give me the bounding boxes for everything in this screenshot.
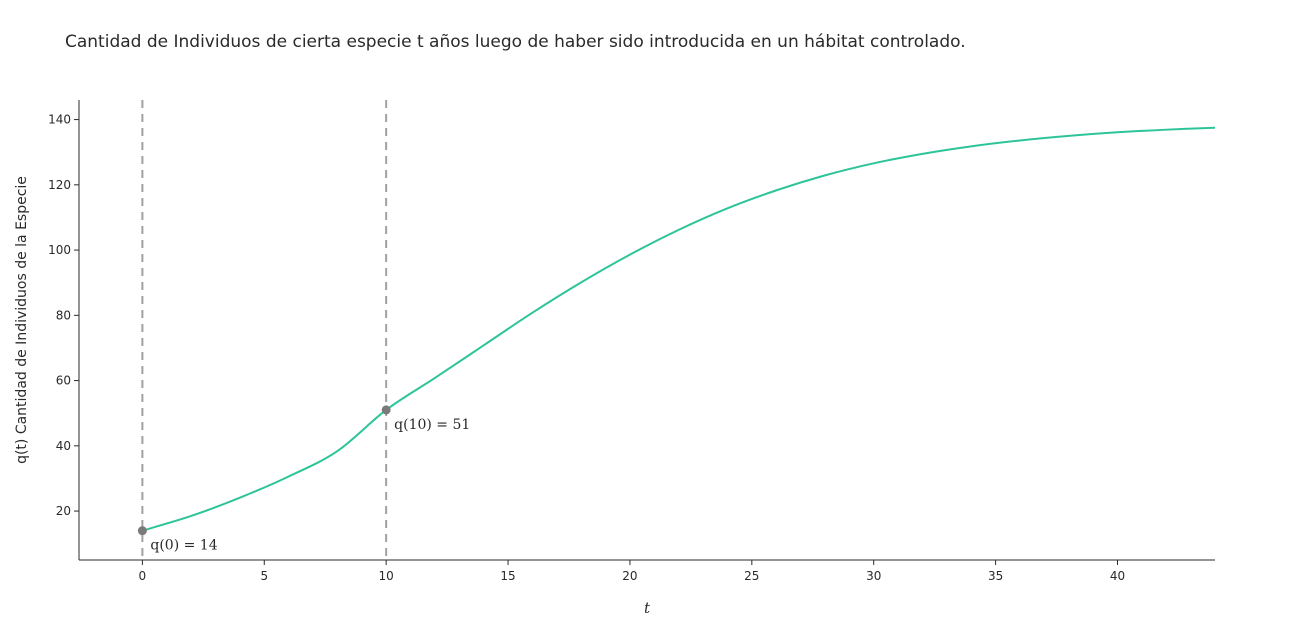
y-tick-label: 20 bbox=[56, 504, 71, 518]
y-tick-label: 80 bbox=[56, 308, 71, 322]
x-tick-label: 5 bbox=[260, 569, 268, 583]
x-tick-label: 35 bbox=[988, 569, 1003, 583]
x-tick-label: 25 bbox=[744, 569, 759, 583]
point-marker-0 bbox=[137, 526, 147, 536]
axes bbox=[78, 100, 1215, 561]
x-tick-label: 20 bbox=[622, 569, 637, 583]
tick-labels: 0 5 10 15 20 25 30 35 40 20 40 60 80 100 120 140 bbox=[48, 113, 1125, 583]
y-tick-label: 120 bbox=[48, 178, 71, 192]
x-tick-label: 10 bbox=[379, 569, 394, 583]
y-tick-label: 60 bbox=[56, 374, 71, 388]
x-axis-title: t bbox=[644, 599, 651, 617]
point-label-1: q(10) = 51 bbox=[394, 417, 470, 433]
y-tick-label: 40 bbox=[56, 439, 71, 453]
y-tick-label: 100 bbox=[48, 243, 71, 257]
x-tick-label: 30 bbox=[866, 569, 881, 583]
series-layer bbox=[142, 126, 1216, 532]
point-marker-1 bbox=[381, 405, 391, 415]
x-tick-label: 0 bbox=[139, 569, 147, 583]
annotation-points: q(0) = 14 q(10) = 51 bbox=[137, 405, 470, 554]
chart-title: Cantidad de Individuos de cierta especie… bbox=[65, 32, 966, 52]
x-tick-label: 40 bbox=[1110, 569, 1125, 583]
point-label-0: q(0) = 14 bbox=[150, 538, 217, 554]
x-tick-label: 15 bbox=[500, 569, 515, 583]
series-line-0 bbox=[142, 126, 1216, 532]
y-axis-title: q(t) Cantidad de Individuos de la Especi… bbox=[14, 176, 30, 464]
y-tick-label: 140 bbox=[48, 113, 71, 127]
reference-lines bbox=[141, 100, 388, 560]
